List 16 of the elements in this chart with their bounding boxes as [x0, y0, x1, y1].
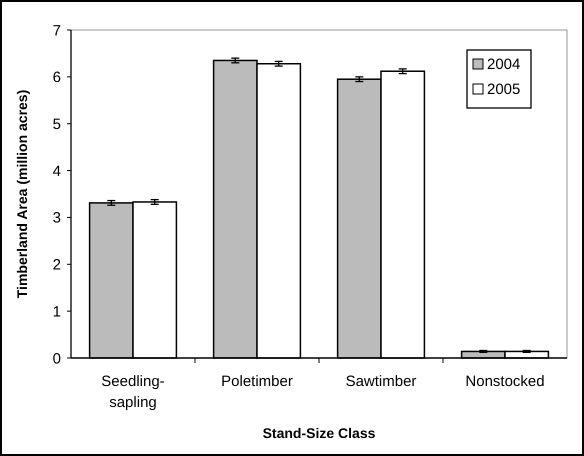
x-tick-label: Nonstocked — [465, 373, 545, 390]
y-tick-label: 7 — [52, 22, 61, 40]
y-tick-label: 6 — [52, 69, 61, 86]
y-axis-title: Timberland Area (million acres) — [14, 90, 30, 298]
x-tick-label: Poletimber — [221, 373, 293, 390]
y-tick-label: 4 — [52, 162, 61, 180]
y-tick-label: 0 — [52, 350, 61, 368]
y-tick-label: 3 — [52, 210, 61, 227]
legend-label: 2004 — [487, 56, 520, 73]
x-axis-title: Stand-Size Class — [262, 425, 376, 441]
y-tick-label: 2 — [52, 256, 61, 274]
legend-label: 2005 — [487, 81, 520, 98]
y-tick-label: 5 — [52, 116, 61, 133]
x-tick-label: Sawtimber — [346, 373, 416, 390]
x-tick-label: Seedling-sapling — [101, 373, 165, 411]
y-tick-label: 1 — [52, 303, 61, 320]
